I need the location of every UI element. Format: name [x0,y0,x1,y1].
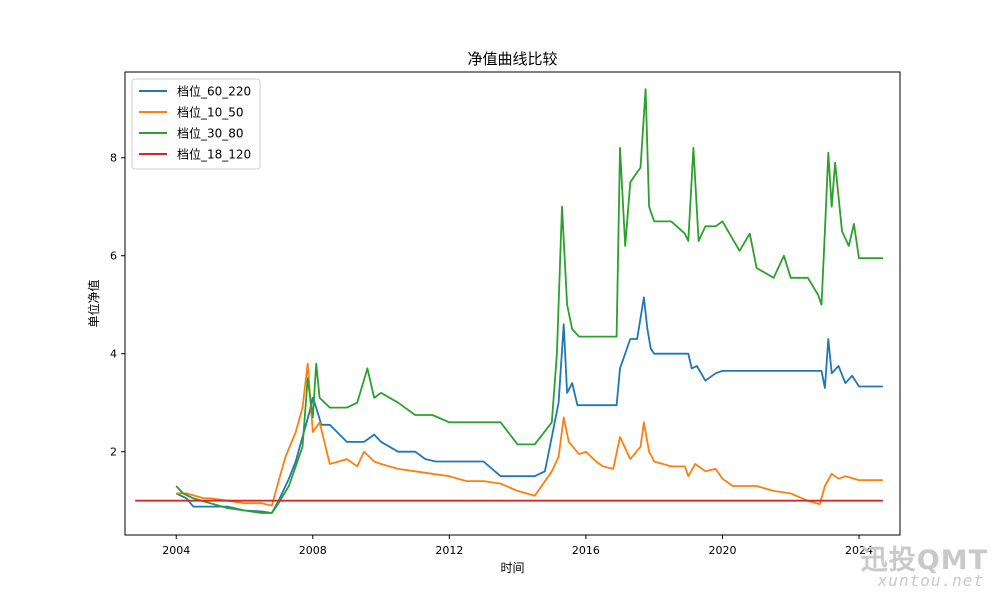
x-axis-label: 时间 [500,561,524,575]
y-axis: 2 4 6 8 [110,152,125,459]
x-tick-label: 2024 [845,544,873,557]
y-tick-label: 6 [110,250,117,263]
x-axis: 2004 2008 2012 2016 2020 2024 [162,535,873,557]
plot-frame [124,71,901,536]
chart-title: 净值曲线比较 [467,50,557,68]
legend-label: 档位_30_80 [177,126,244,141]
legend-label: 档位_60_220 [177,84,251,99]
y-tick-label: 4 [110,348,117,361]
watermark-logo: 迅投QMT [860,545,988,576]
y-tick-label: 8 [110,152,117,165]
watermark-url: xuntou.net [877,571,984,590]
legend-label: 档位_18_120 [177,147,251,162]
x-tick-label: 2020 [708,544,736,557]
legend: 档位_60_220 档位_10_50 档位_30_80 档位_18_120 [131,78,261,170]
y-tick-label: 2 [110,446,117,459]
series-layer [135,88,883,514]
series-line-1 [175,296,883,514]
legend-label: 档位_10_50 [177,105,244,120]
legend-box [131,78,261,170]
series-line-3 [175,88,883,514]
series-line-2 [176,362,883,507]
y-axis-label: 单位净值 [86,279,101,327]
x-tick-label: 2016 [572,544,600,557]
plot-area [124,71,901,536]
x-tick-label: 2008 [299,544,327,557]
x-tick-label: 2012 [435,544,463,557]
x-tick-label: 2004 [162,544,190,557]
